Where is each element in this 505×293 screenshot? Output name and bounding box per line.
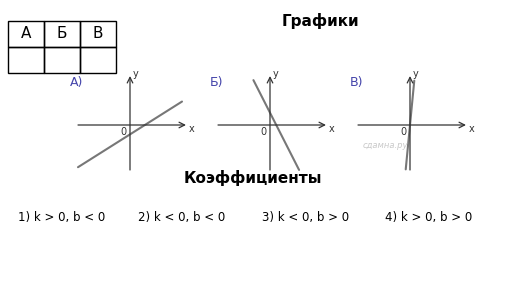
Bar: [44, 21, 80, 47]
Text: 3) k < 0, b > 0: 3) k < 0, b > 0: [262, 212, 348, 224]
Text: В): В): [349, 76, 363, 89]
Text: А): А): [70, 76, 83, 89]
Text: 1) k > 0, b < 0: 1) k > 0, b < 0: [18, 212, 105, 224]
Text: Б): Б): [210, 76, 223, 89]
Text: В: В: [92, 26, 103, 42]
Bar: [80, 21, 116, 47]
Bar: [8, 47, 44, 73]
Text: Б: Б: [57, 26, 67, 42]
Text: y: y: [412, 69, 418, 79]
Text: x: x: [468, 124, 474, 134]
Bar: [8, 21, 44, 47]
Text: y: y: [133, 69, 138, 79]
Text: 0: 0: [260, 127, 266, 137]
Text: x: x: [189, 124, 194, 134]
Bar: [44, 47, 80, 73]
Text: сдамна.ру: сдамна.ру: [362, 141, 407, 149]
Text: 2) k < 0, b < 0: 2) k < 0, b < 0: [138, 212, 225, 224]
Text: А: А: [21, 26, 31, 42]
Bar: [80, 47, 116, 73]
Text: Коэффициенты: Коэффициенты: [183, 170, 322, 186]
Text: 0: 0: [399, 127, 405, 137]
Text: y: y: [273, 69, 278, 79]
Text: 0: 0: [120, 127, 126, 137]
Text: 4) k > 0, b > 0: 4) k > 0, b > 0: [384, 212, 471, 224]
Text: Графики: Графики: [281, 13, 358, 29]
Text: x: x: [328, 124, 334, 134]
